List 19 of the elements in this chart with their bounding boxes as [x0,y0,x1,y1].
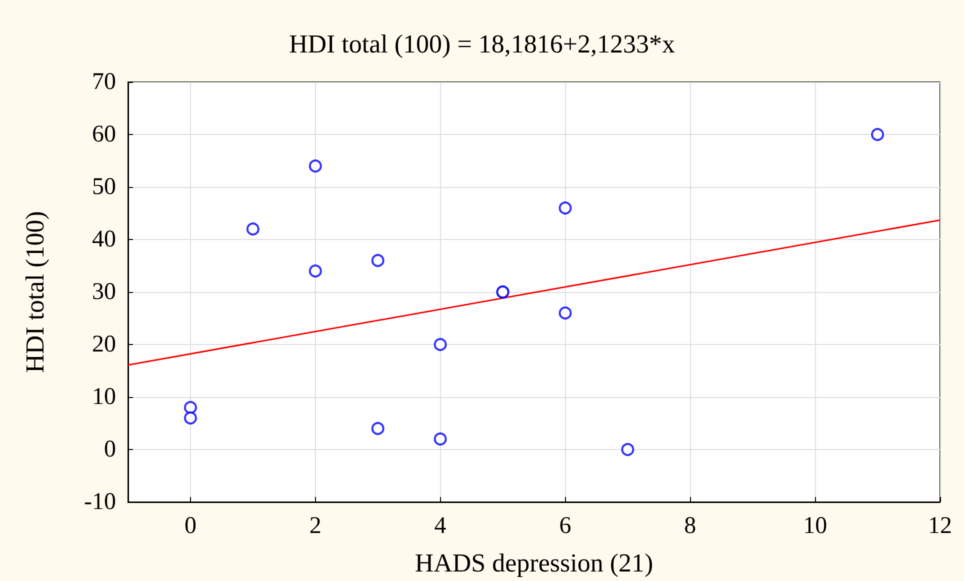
x-tick-label: 0 [184,513,196,539]
y-tick-label: 20 [92,332,116,358]
y-tick-label: 0 [104,436,116,462]
y-tick-label: 50 [92,174,116,200]
x-tick-label: 12 [928,513,952,539]
x-tick-label: 2 [309,513,322,539]
y-tick-label: 30 [92,279,116,305]
x-tick-label: 10 [803,513,828,539]
x-axis-title: HADS depression (21) [414,548,654,578]
x-tick-label: 8 [684,513,696,539]
y-tick-label: -10 [84,489,116,515]
x-tick-label: 4 [434,513,446,539]
y-tick-label: 70 [92,69,116,95]
y-tick-label: 60 [92,122,116,148]
y-axis-title: HDI total (100) [20,211,50,373]
y-tick-label: 40 [92,226,116,252]
chart-title: HDI total (100) = 18,1816+2,1233*x [288,30,676,58]
x-tick-label: 6 [559,513,572,539]
y-tick-label: 10 [92,384,116,410]
